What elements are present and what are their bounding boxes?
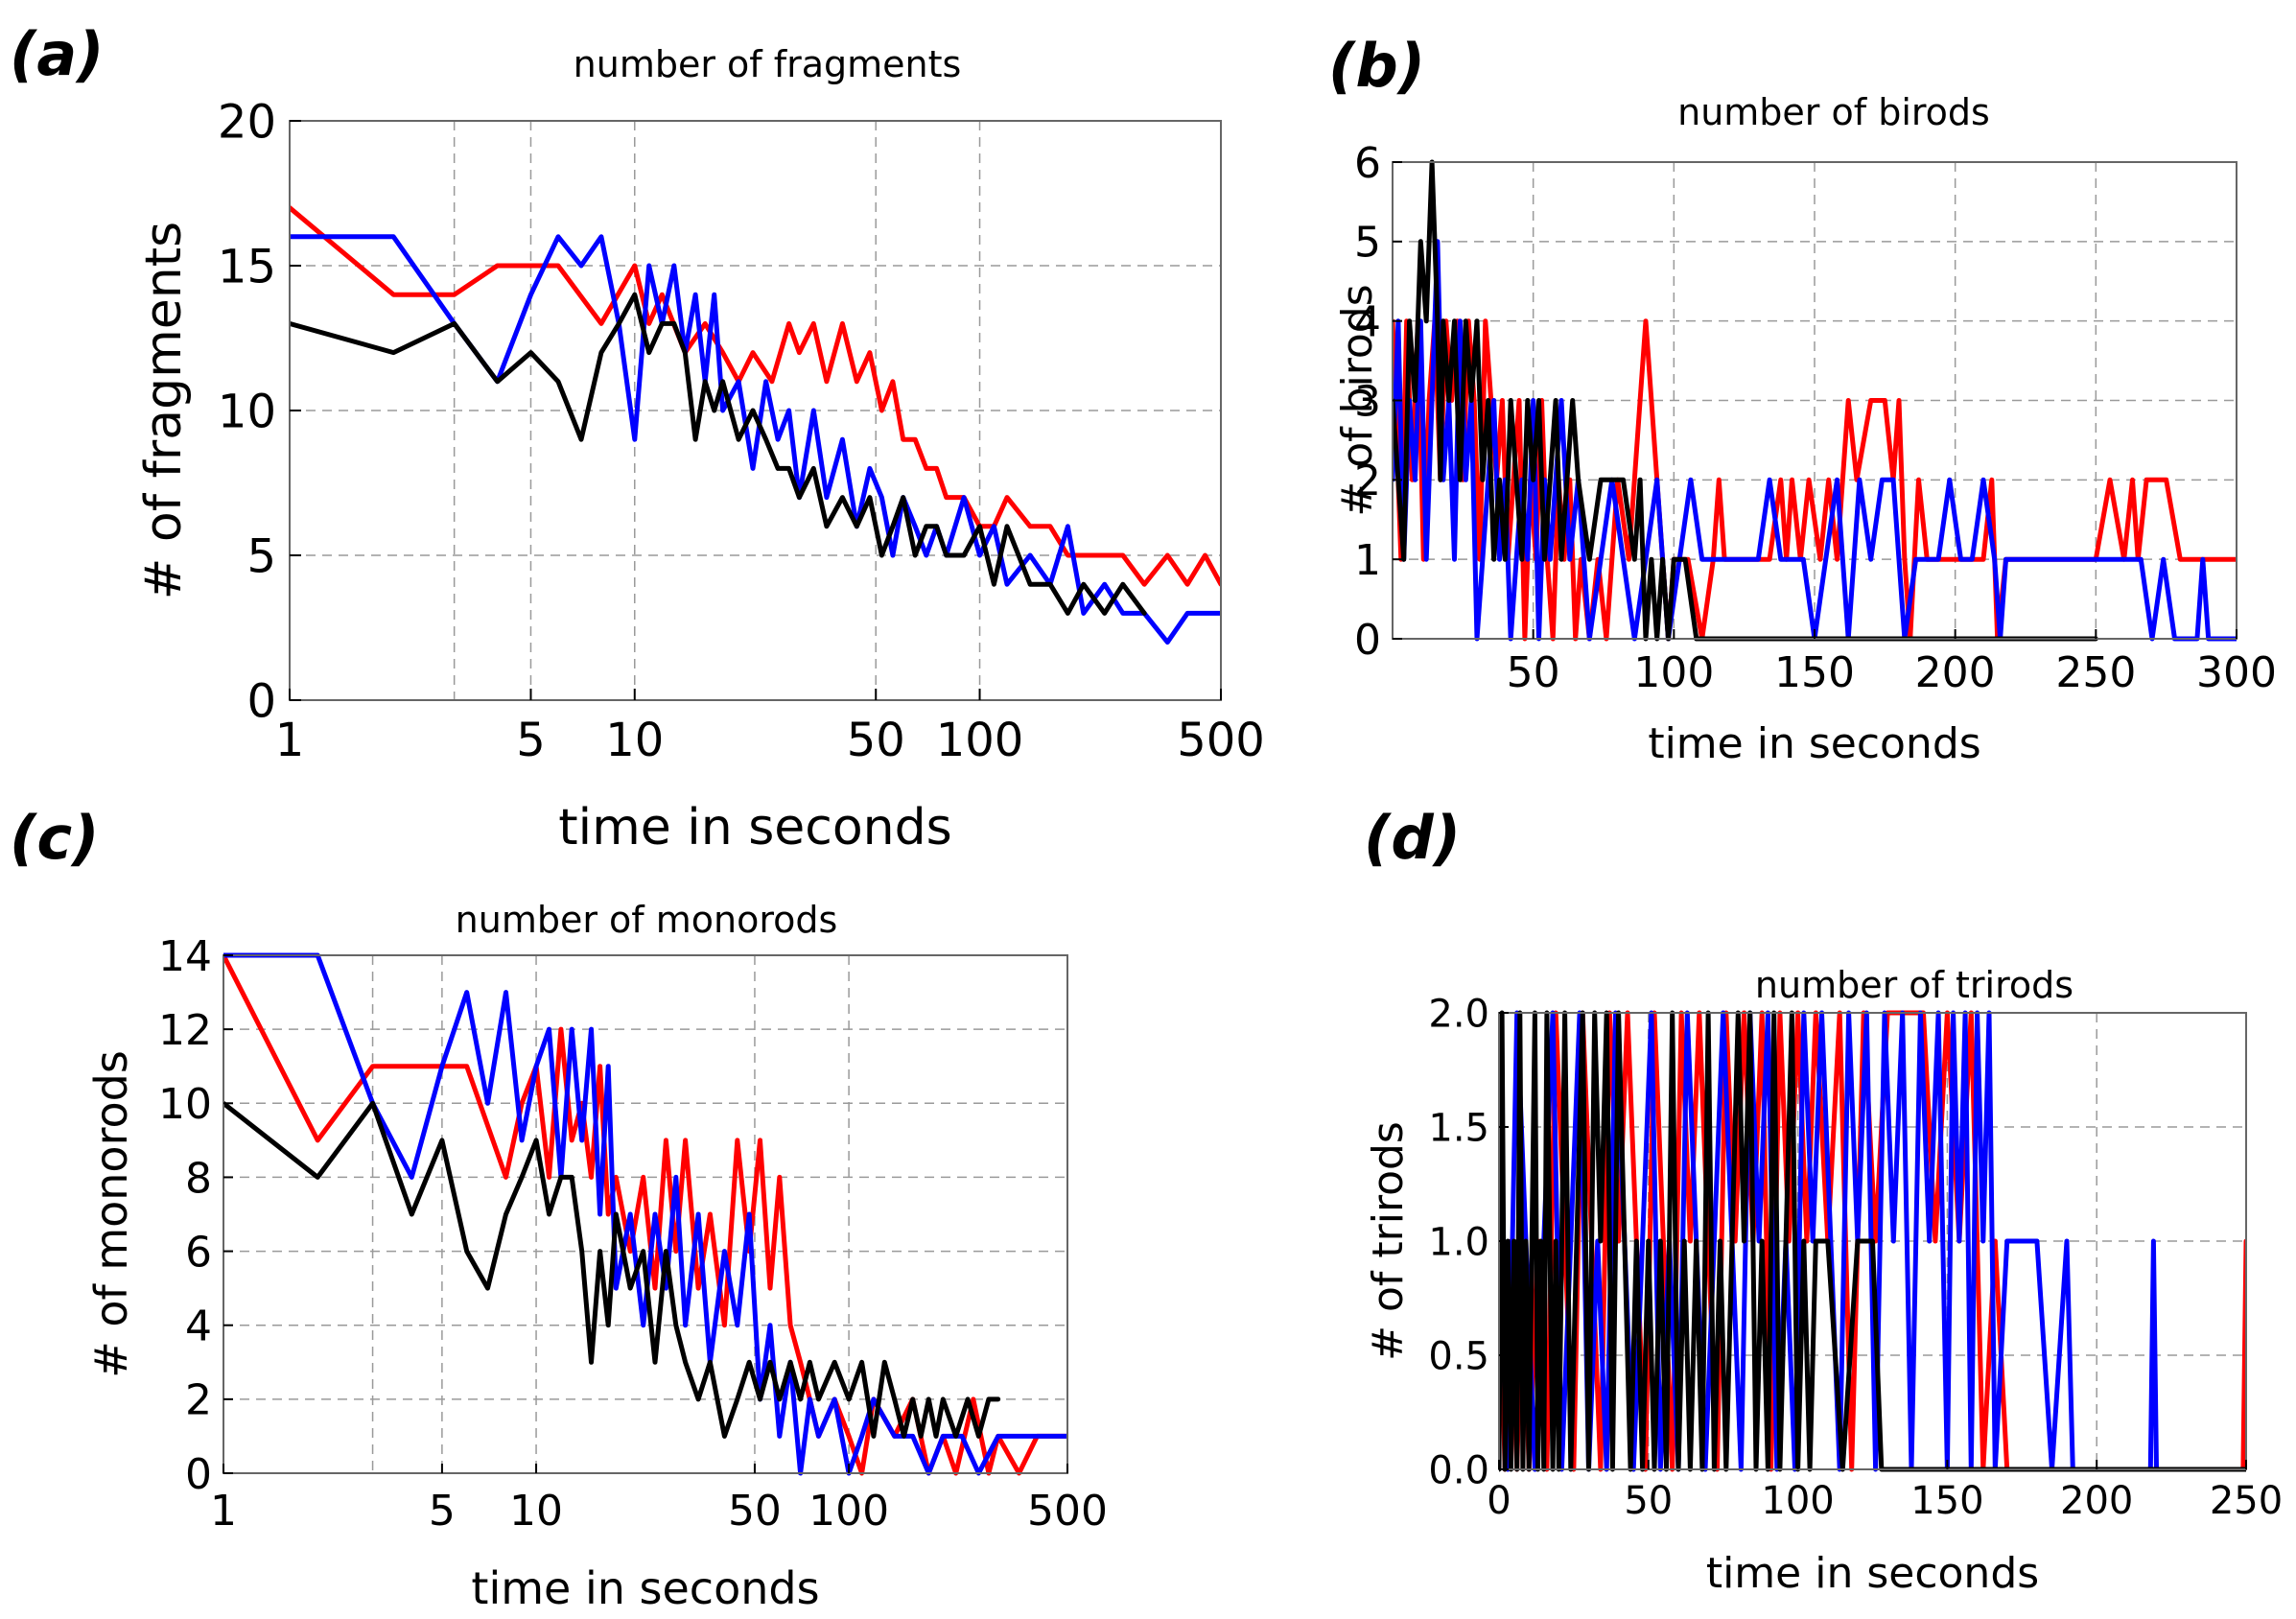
x-tick-label: 100: [936, 714, 1024, 767]
y-tick-label: 20: [218, 95, 276, 149]
y-tick-label: 0.0: [1428, 1448, 1489, 1492]
y-tick-label: 0: [185, 1450, 212, 1499]
y-tick-label: 12: [158, 1006, 212, 1055]
x-axis-label: time in seconds: [1706, 1549, 2039, 1598]
x-tick-label: 50: [728, 1487, 782, 1536]
panel-label: (b): [1328, 31, 1425, 101]
series-line-1: [290, 234, 1221, 645]
x-tick-label: 150: [1774, 648, 1855, 697]
y-tick-label: 1.5: [1428, 1106, 1489, 1150]
chart-title: number of trirods: [1755, 964, 2073, 1006]
series-group: [290, 205, 1221, 645]
x-tick-label: 100: [1761, 1479, 1834, 1523]
y-axis-label: # of trirods: [1364, 1121, 1413, 1361]
x-tick-label: 250: [2210, 1479, 2283, 1523]
chart-panel-2: (c) number of monorods 1 5 10 50 100 500 0 2 4 6 8 10…: [10, 803, 1108, 1614]
chart-title: number of fragments: [574, 43, 962, 85]
chart-panel-3: (d) number of trirods 0 50 100 150 200 250 0.0 0.…: [1364, 803, 2283, 1598]
x-tick-label: 10: [605, 714, 664, 767]
series-group: [223, 952, 1067, 1476]
chart-panel-1: (b) number of birods 50 100 150 200 250 300 0 1 2 3…: [1328, 31, 2277, 768]
y-tick-label: 5: [246, 529, 276, 583]
chart-title: number of birods: [1677, 91, 1990, 133]
y-tick-label: 2.0: [1428, 992, 1489, 1036]
panel-label: (c): [10, 803, 99, 873]
x-tick-label: 1: [275, 714, 305, 767]
x-tick-label: 200: [1915, 648, 1996, 697]
y-tick-label: 10: [218, 385, 276, 438]
series-line-2: [223, 1100, 1001, 1439]
x-tick-label: 100: [808, 1487, 889, 1536]
series-line-2: [1499, 1010, 2246, 1472]
x-tick-label: 500: [1177, 714, 1265, 767]
series-line-0: [223, 952, 1067, 1476]
y-tick-label: 15: [218, 240, 276, 293]
x-tick-label: 250: [2055, 648, 2136, 697]
x-tick-label: 5: [429, 1487, 456, 1536]
x-tick-label: 50: [1507, 648, 1560, 697]
y-tick-label: 6: [185, 1228, 212, 1277]
x-tick-label: 500: [1027, 1487, 1108, 1536]
y-tick-label: 10: [158, 1080, 212, 1129]
series-group: [1499, 1010, 2246, 1472]
series-line-1: [223, 952, 1067, 1476]
y-tick-label: 0: [1354, 616, 1381, 665]
y-axis-label: # of birods: [1333, 284, 1382, 516]
series-line-0: [290, 205, 1221, 587]
plot-frame: [223, 954, 1068, 1474]
chart-title: number of monorods: [456, 899, 838, 941]
y-axis-label: # of fragments: [135, 222, 193, 599]
y-tick-label: 4: [185, 1302, 212, 1351]
y-tick-label: 6: [1354, 139, 1381, 188]
y-tick-label: 0.5: [1428, 1334, 1489, 1378]
x-axis-label: time in seconds: [558, 799, 952, 856]
x-axis-label: time in seconds: [471, 1562, 819, 1614]
x-tick-label: 200: [2060, 1479, 2133, 1523]
panel-label: (a): [10, 19, 105, 89]
series-line-1: [1393, 239, 2237, 642]
x-tick-label: 1: [210, 1487, 237, 1536]
y-axis-label: # of monorods: [85, 1050, 137, 1378]
y-tick-label: 2: [185, 1376, 212, 1425]
y-tick-label: 0: [246, 674, 276, 728]
y-tick-label: 14: [158, 932, 212, 981]
series-line-2: [290, 292, 1147, 616]
y-tick-label: 8: [185, 1154, 212, 1203]
x-tick-label: 150: [1910, 1479, 1983, 1523]
x-tick-label: 50: [1624, 1479, 1673, 1523]
y-tick-label: 5: [1354, 219, 1381, 268]
x-tick-label: 5: [516, 714, 546, 767]
x-axis-label: time in seconds: [1648, 719, 1980, 768]
y-tick-label: 1: [1354, 536, 1381, 585]
y-tick-label: 4: [1354, 298, 1381, 347]
x-tick-label: 50: [847, 714, 905, 767]
panel-label: (d): [1364, 803, 1461, 873]
x-tick-label: 300: [2196, 648, 2277, 697]
x-tick-label: 0: [1487, 1479, 1511, 1523]
x-tick-label: 10: [509, 1487, 563, 1536]
x-tick-label: 100: [1633, 648, 1714, 697]
y-tick-label: 3: [1354, 377, 1381, 426]
y-tick-label: 2: [1354, 457, 1381, 505]
y-tick-label: 1.0: [1428, 1220, 1489, 1264]
